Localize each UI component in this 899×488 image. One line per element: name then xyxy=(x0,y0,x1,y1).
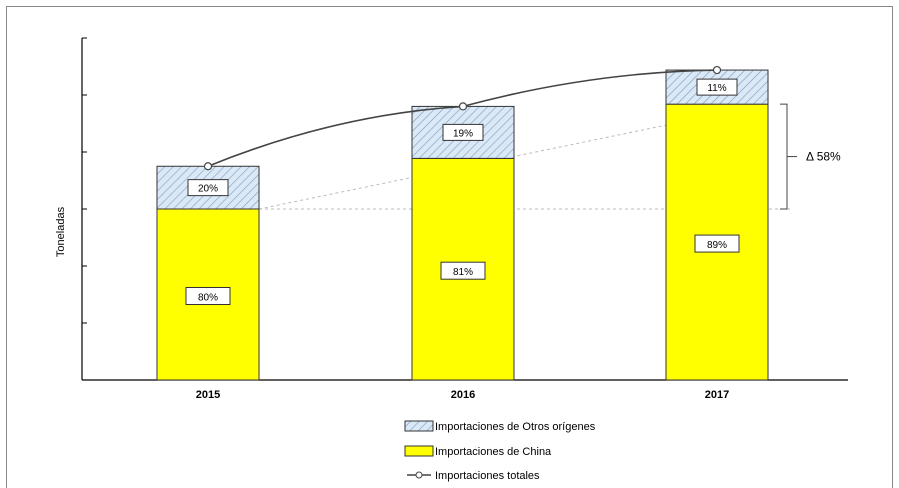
legend-label-china: Importaciones de China xyxy=(435,446,552,458)
data-label-otros-2016: 19% xyxy=(453,128,473,139)
x-tick-label: 2016 xyxy=(451,389,475,401)
line-point-2015 xyxy=(203,162,213,171)
delta-annotation: Δ 58% xyxy=(806,150,841,164)
data-label-china-2017: 89% xyxy=(707,240,727,251)
delta-bracket xyxy=(780,103,788,210)
data-label-otros-2015: 20% xyxy=(198,184,218,195)
chart-frame xyxy=(6,6,893,488)
y-axis-label: Toneladas xyxy=(55,206,67,257)
x-tick-label: 2015 xyxy=(196,389,220,401)
data-label-china-2015: 80% xyxy=(198,293,218,304)
data-label-china-2016: 81% xyxy=(453,267,473,278)
data-label-box xyxy=(187,179,229,197)
legend-marker-totales xyxy=(415,471,423,479)
data-label-box xyxy=(442,123,484,141)
data-label-otros-2017: 11% xyxy=(707,83,726,94)
data-label-box xyxy=(440,261,486,280)
legend-label-otros: Importaciones de Otros orígenes xyxy=(435,421,596,433)
legend: Importaciones de Otros orígenes Importaci… xyxy=(404,420,596,482)
bar-otros-2016 xyxy=(411,105,515,159)
x-tick-label: 2017 xyxy=(705,389,729,401)
data-label-box xyxy=(696,78,738,96)
legend-swatch-otros xyxy=(404,420,434,432)
line-point-2017 xyxy=(712,65,722,75)
line-point-2016 xyxy=(458,102,468,111)
data-label-box xyxy=(694,234,740,253)
data-label-box xyxy=(185,287,231,305)
legend-label-totales: Importaciones totales xyxy=(435,470,540,482)
legend-swatch-china xyxy=(404,445,434,457)
